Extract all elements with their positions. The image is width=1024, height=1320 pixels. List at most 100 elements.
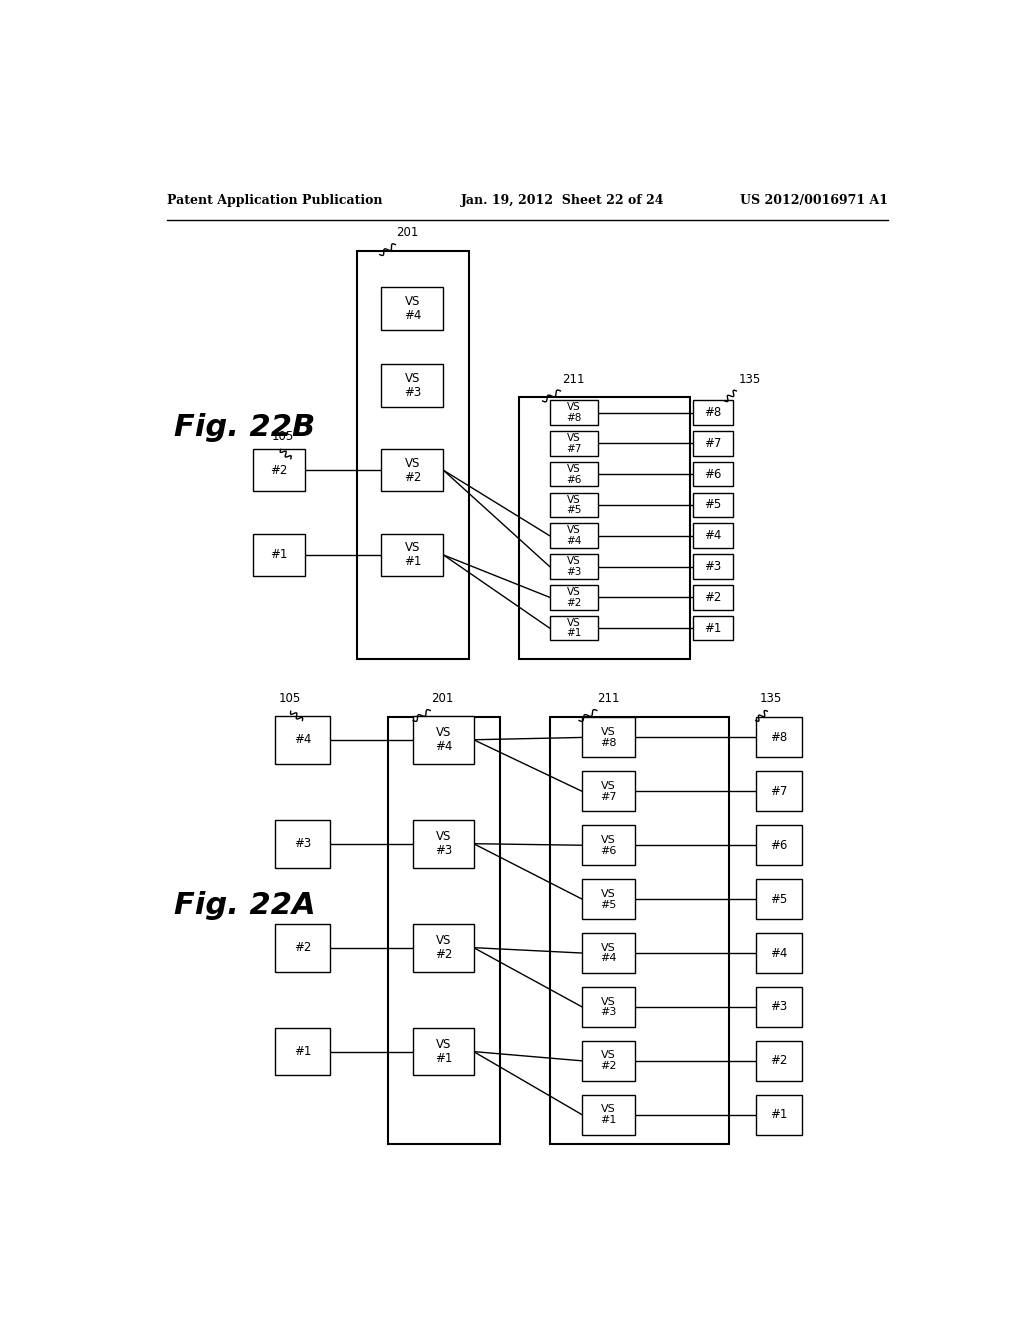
Text: VS
#6: VS #6 <box>566 463 582 484</box>
Bar <box>693 554 733 578</box>
Bar <box>414 820 474 867</box>
Bar <box>756 879 802 919</box>
Text: #3: #3 <box>705 560 722 573</box>
Bar <box>583 933 635 973</box>
Bar <box>583 771 635 812</box>
Bar <box>275 924 330 972</box>
Bar <box>414 715 474 763</box>
Bar <box>583 1040 635 1081</box>
Bar <box>693 524 733 548</box>
Bar <box>693 585 733 610</box>
Bar <box>693 462 733 486</box>
Text: VS
#3: VS #3 <box>566 556 582 577</box>
Text: 211: 211 <box>597 692 620 705</box>
Text: #4: #4 <box>294 733 311 746</box>
Bar <box>756 933 802 973</box>
Text: VS
#3: VS #3 <box>600 997 616 1018</box>
Text: VS
#4: VS #4 <box>403 296 421 322</box>
Text: 201: 201 <box>431 692 453 705</box>
Bar <box>550 430 598 455</box>
Text: #6: #6 <box>705 467 722 480</box>
Text: #5: #5 <box>705 499 722 511</box>
Bar <box>583 718 635 758</box>
Bar <box>756 1094 802 1135</box>
Bar <box>381 449 443 491</box>
Bar <box>253 533 305 576</box>
Bar <box>381 533 443 576</box>
Bar <box>275 820 330 867</box>
Text: VS
#7: VS #7 <box>600 781 616 801</box>
Text: #6: #6 <box>770 838 787 851</box>
Bar <box>756 987 802 1027</box>
Bar <box>693 492 733 517</box>
Text: #1: #1 <box>270 548 288 561</box>
Bar <box>550 585 598 610</box>
Text: VS
#8: VS #8 <box>600 727 616 748</box>
Text: VS
#3: VS #3 <box>403 372 421 399</box>
Bar <box>550 400 598 425</box>
Bar <box>381 364 443 407</box>
Bar <box>693 430 733 455</box>
Bar <box>550 524 598 548</box>
Text: 105: 105 <box>280 692 301 705</box>
Bar <box>275 715 330 763</box>
Bar <box>583 879 635 919</box>
Text: #7: #7 <box>770 785 787 797</box>
Text: Fig. 22B: Fig. 22B <box>174 413 315 442</box>
Bar <box>583 825 635 866</box>
Text: VS
#3: VS #3 <box>435 830 452 857</box>
Bar <box>756 1040 802 1081</box>
Text: #2: #2 <box>270 463 288 477</box>
Text: #2: #2 <box>705 591 722 603</box>
Text: #1: #1 <box>705 622 722 635</box>
Text: Jan. 19, 2012  Sheet 22 of 24: Jan. 19, 2012 Sheet 22 of 24 <box>461 194 665 207</box>
Text: #3: #3 <box>294 837 311 850</box>
Bar <box>388 717 500 1144</box>
Text: VS
#2: VS #2 <box>403 457 421 483</box>
Bar <box>693 400 733 425</box>
Bar <box>414 1028 474 1076</box>
Text: Fig. 22A: Fig. 22A <box>174 891 316 920</box>
Text: #2: #2 <box>770 1055 787 1068</box>
Text: #8: #8 <box>770 731 787 744</box>
Bar <box>583 987 635 1027</box>
Text: #1: #1 <box>294 1045 311 1059</box>
Text: VS
#2: VS #2 <box>566 587 582 607</box>
Bar <box>550 492 598 517</box>
Text: #7: #7 <box>705 437 722 450</box>
Bar <box>275 1028 330 1076</box>
Text: VS
#1: VS #1 <box>403 541 421 569</box>
Text: #1: #1 <box>770 1109 787 1121</box>
Bar <box>519 397 690 659</box>
Text: US 2012/0016971 A1: US 2012/0016971 A1 <box>739 194 888 207</box>
Text: VS
#4: VS #4 <box>435 726 453 754</box>
Bar <box>414 924 474 972</box>
Bar <box>756 718 802 758</box>
Text: VS
#2: VS #2 <box>600 1051 616 1072</box>
Text: 135: 135 <box>738 372 761 385</box>
Text: VS
#5: VS #5 <box>600 888 616 909</box>
Text: #5: #5 <box>770 892 787 906</box>
Bar <box>550 717 729 1144</box>
Bar <box>356 251 469 659</box>
Text: VS
#1: VS #1 <box>566 618 582 639</box>
Bar <box>583 1094 635 1135</box>
Bar <box>253 449 305 491</box>
Bar <box>381 288 443 330</box>
Text: 105: 105 <box>271 430 294 444</box>
Bar <box>550 462 598 486</box>
Text: VS
#4: VS #4 <box>566 525 582 546</box>
Text: VS
#8: VS #8 <box>566 403 582 422</box>
Text: #3: #3 <box>770 1001 787 1014</box>
Text: VS
#6: VS #6 <box>600 834 616 855</box>
Bar <box>756 771 802 812</box>
Text: #2: #2 <box>294 941 311 954</box>
Text: VS
#1: VS #1 <box>600 1105 616 1125</box>
Text: 135: 135 <box>760 692 782 705</box>
Bar <box>756 825 802 866</box>
Text: VS
#5: VS #5 <box>566 495 582 515</box>
Text: #8: #8 <box>705 407 722 418</box>
Text: 211: 211 <box>562 372 585 385</box>
Text: VS
#2: VS #2 <box>435 935 453 961</box>
Text: #4: #4 <box>705 529 722 543</box>
